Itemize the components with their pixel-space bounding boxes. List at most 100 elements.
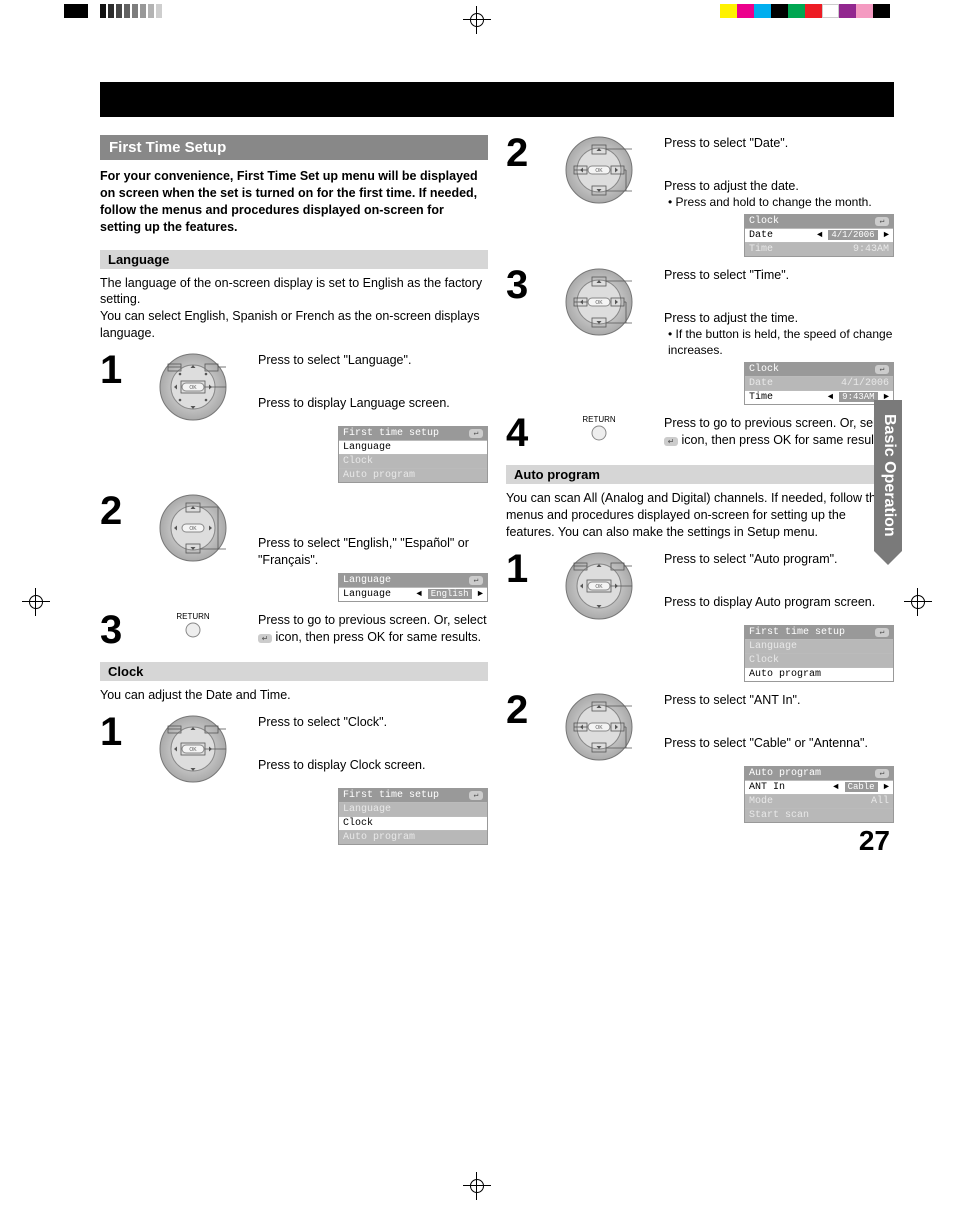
lang-step3-text: Press to go to previous screen. Or, sele…: [258, 612, 488, 646]
step-number: 2: [506, 692, 534, 728]
step-number: 1: [506, 551, 534, 587]
osd-row: Time 9:43AM: [745, 242, 893, 256]
step-number: 3: [506, 267, 534, 303]
svg-text:OK: OK: [595, 168, 603, 174]
return-arrow-icon: ↵: [258, 634, 272, 643]
first-time-setup-header: First Time Setup: [100, 135, 488, 160]
clock-step2-text-b: Press to adjust the date.: [664, 178, 894, 195]
dpad-icon: OK: [564, 267, 634, 337]
clock-step2-bullet: • Press and hold to change the month.: [668, 195, 894, 211]
osd-value: English: [428, 589, 472, 599]
page-number: 27: [859, 825, 890, 857]
clock-header: Clock: [100, 662, 488, 681]
clock-step3-text-b: Press to adjust the time.: [664, 310, 894, 327]
osd-auto-program: Auto program↵ ANT In ◄ Cable ► Mode All …: [744, 766, 894, 823]
return-arrow-icon: ↵: [664, 437, 678, 446]
osd-first-time-setup-clock: First time setup ↵ Language Clock Auto pr…: [338, 788, 488, 845]
lang-step-2: 2 OK: [100, 493, 488, 569]
clock-step4-text: Press to go to previous screen. Or, sele…: [664, 415, 894, 449]
header-black-bar: [100, 82, 894, 117]
osd-label: Language: [343, 589, 391, 600]
osd-label: Time: [749, 392, 773, 403]
return-label: RETURN: [176, 612, 209, 621]
osd-value: 9:43AM: [839, 392, 877, 402]
osd-label: Date: [749, 230, 773, 241]
return-arrow-icon: ↵: [875, 365, 889, 374]
step-number: 1: [100, 352, 128, 388]
svg-text:OK: OK: [189, 526, 197, 532]
clock-step2-text-a: Press to select "Date".: [664, 135, 894, 152]
return-arrow-icon: ↵: [875, 217, 889, 226]
lang-step1-text-a: Press to select "Language".: [258, 352, 488, 369]
dpad-icon: OK: [564, 551, 634, 621]
language-header: Language: [100, 250, 488, 269]
osd-clock-time: Clock↵ Date 4/1/2006 Time ◄ 9:43AM ►: [744, 362, 894, 405]
osd-title: Auto program: [749, 768, 821, 779]
osd-title: First time setup: [343, 428, 439, 439]
return-button-icon: RETURN: [176, 612, 209, 639]
auto-step1-text-a: Press to select "Auto program".: [664, 551, 894, 568]
step-number: 2: [100, 493, 128, 529]
clock-step-2: 2 OK: [506, 135, 894, 210]
clock-step1-text-b: Press to display Clock screen.: [258, 757, 488, 774]
osd-value: 4/1/2006: [828, 230, 877, 240]
svg-text:OK: OK: [189, 747, 197, 753]
return-arrow-icon: ↵: [469, 429, 483, 438]
osd-row: Start scan: [745, 808, 893, 822]
clock-step-4: 4 RETURN Press to go to previous screen.…: [506, 415, 894, 451]
clock-step-3: 3 OK: [506, 267, 894, 358]
osd-clock-date: Clock↵ Date ◄ 4/1/2006 ► Time 9:43AM: [744, 214, 894, 257]
osd-title: First time setup: [343, 790, 439, 801]
step-number: 2: [506, 135, 534, 171]
osd-row: Auto program: [339, 468, 487, 482]
osd-row: Clock: [745, 653, 893, 667]
svg-text:OK: OK: [189, 385, 197, 391]
dpad-icon: OK: [564, 692, 634, 762]
osd-value: 9:43AM: [853, 244, 889, 255]
crosshair-bottom-icon: [463, 1172, 491, 1200]
clock-body: You can adjust the Date and Time.: [100, 687, 488, 704]
return-arrow-icon: ↵: [469, 791, 483, 800]
osd-label: ANT In: [749, 782, 785, 793]
clock-step-1: 1 OK: [100, 714, 488, 784]
return-arrow-icon: ↵: [875, 628, 889, 637]
osd-row: Auto program: [745, 667, 893, 681]
osd-row: Clock: [339, 454, 487, 468]
osd-label: Mode: [749, 796, 773, 807]
svg-text:OK: OK: [595, 300, 603, 306]
dpad-icon: OK: [158, 714, 228, 784]
return-label: RETURN: [582, 415, 615, 424]
lang-step-1: 1 OK: [100, 352, 488, 422]
osd-title: Language: [343, 575, 391, 586]
return-arrow-icon: ↵: [469, 576, 483, 585]
lang-step-3: 3 RETURN Press to go to previous screen.…: [100, 612, 488, 648]
osd-row: Auto program: [339, 830, 487, 844]
osd-language-select: Language↵ Language ◄ English ►: [338, 573, 488, 602]
osd-value: Cable: [845, 782, 878, 792]
dpad-icon: OK: [564, 135, 634, 205]
osd-row: Language: [745, 639, 893, 653]
step-number: 3: [100, 612, 128, 648]
svg-text:OK: OK: [595, 725, 603, 731]
osd-label: Time: [749, 244, 773, 255]
osd-row: Clock: [339, 816, 487, 830]
osd-title: Clock: [749, 216, 779, 227]
lang-step1-text-b: Press to display Language screen.: [258, 395, 488, 412]
dpad-icon: OK: [158, 493, 228, 563]
left-column: First Time Setup For your convenience, F…: [100, 135, 488, 845]
lang-step2-text: Press to select "English," "Español" or …: [258, 535, 488, 569]
auto-step1-text-b: Press to display Auto program screen.: [664, 594, 894, 611]
auto-program-header: Auto program: [506, 465, 894, 484]
auto-step2-text-b: Press to select "Cable" or "Antenna".: [664, 735, 894, 752]
osd-row: Time ◄ 9:43AM ►: [745, 390, 893, 404]
osd-row: Language: [339, 802, 487, 816]
osd-title: First time setup: [749, 627, 845, 638]
step-number: 1: [100, 714, 128, 750]
osd-first-time-setup-lang: First time setup ↵ Language Clock Auto pr…: [338, 426, 488, 483]
auto-step-2: 2 OK: [506, 692, 894, 762]
osd-row: Language: [339, 440, 487, 454]
osd-title: Clock: [749, 364, 779, 375]
osd-first-time-setup-auto: First time setup ↵ Language Clock Auto pr…: [744, 625, 894, 682]
intro-text: For your convenience, First Time Set up …: [100, 168, 488, 236]
osd-row: ANT In ◄ Cable ►: [745, 780, 893, 794]
